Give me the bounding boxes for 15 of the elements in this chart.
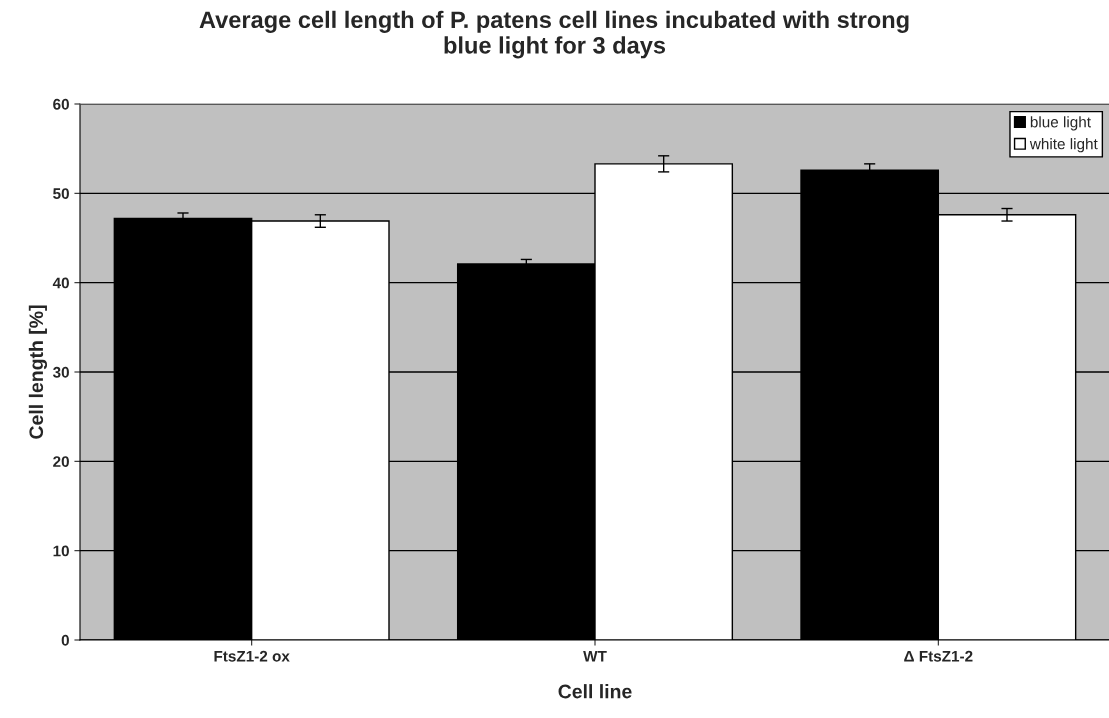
y-tick-label: 60 [53,98,69,110]
x-tick-label: WT [583,650,607,662]
legend-label: white light [1029,138,1098,153]
x-axis-title: Cell line [558,684,632,699]
y-tick-label: 30 [52,366,69,378]
y-tick-label: 10 [53,545,69,557]
x-tick-label: Δ FtsZ1-2 [904,650,973,662]
y-tick-label: 50 [53,188,69,200]
y-tick-label: 20 [53,456,69,468]
x-tick-label: FtsZ1-2 ox [214,650,290,662]
y-axis-title: Cell length [%] [28,305,48,439]
y-tick-label: 0 [61,634,69,646]
legend-label: blue light [1030,116,1091,131]
y-tick-label: 40 [52,277,69,289]
chart-title: Average cell length of P. patens cell lines incubated with strong blue light for 3 days [199,10,909,59]
